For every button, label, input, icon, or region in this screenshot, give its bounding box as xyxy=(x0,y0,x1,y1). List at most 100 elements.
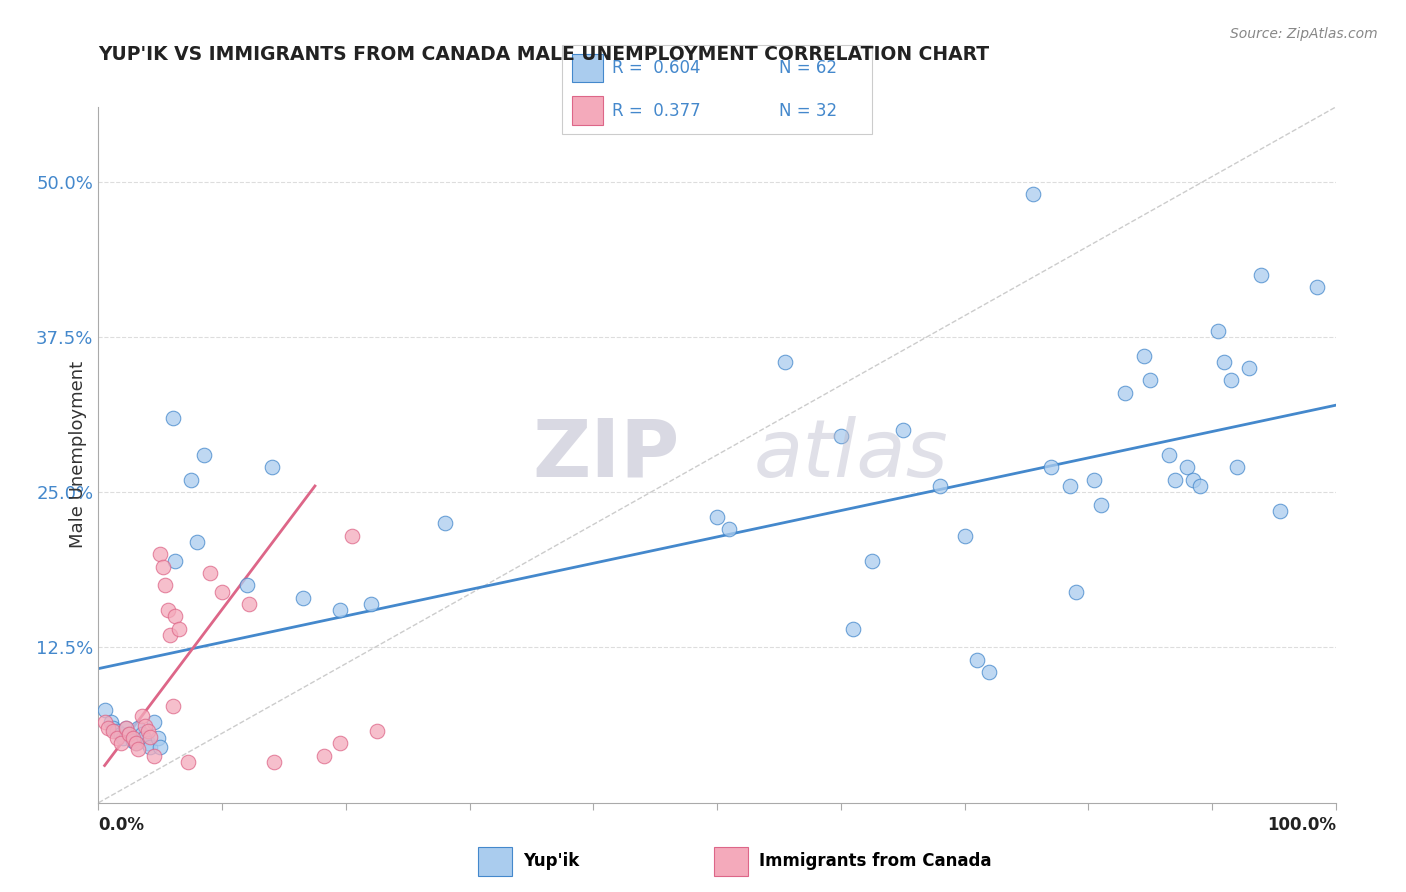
Point xyxy=(1059,479,1081,493)
Point xyxy=(165,553,187,567)
Text: Source: ZipAtlas.com: Source: ZipAtlas.com xyxy=(1230,27,1378,41)
Point xyxy=(1268,504,1291,518)
Point xyxy=(118,727,141,741)
Text: 0.0%: 0.0% xyxy=(98,816,145,834)
Point xyxy=(1226,460,1249,475)
Point xyxy=(114,721,136,735)
Point xyxy=(149,547,172,561)
Point xyxy=(366,723,388,738)
Point xyxy=(180,473,202,487)
Point xyxy=(1188,479,1211,493)
Text: R =  0.604: R = 0.604 xyxy=(612,59,700,77)
Point xyxy=(842,622,865,636)
Point xyxy=(103,721,125,735)
Point xyxy=(131,727,153,741)
Bar xyxy=(572,54,603,82)
Bar xyxy=(714,847,748,876)
Point xyxy=(136,736,159,750)
Point xyxy=(110,736,132,750)
Point xyxy=(167,622,190,636)
Point xyxy=(1175,460,1198,475)
Point xyxy=(860,553,883,567)
Point xyxy=(134,719,156,733)
Point xyxy=(1213,355,1236,369)
Point xyxy=(1064,584,1087,599)
Point xyxy=(953,529,976,543)
Point xyxy=(211,584,233,599)
Point xyxy=(979,665,1001,680)
Point xyxy=(312,748,335,763)
Point xyxy=(165,609,187,624)
Point xyxy=(134,731,156,746)
Point xyxy=(891,423,914,437)
Point xyxy=(103,723,125,738)
Point xyxy=(1133,349,1156,363)
Point xyxy=(162,698,184,713)
Point xyxy=(1021,187,1043,202)
Point xyxy=(329,603,352,617)
Point xyxy=(122,733,145,747)
Point xyxy=(1306,280,1329,294)
Point xyxy=(122,731,145,746)
Point xyxy=(830,429,852,443)
Point xyxy=(159,628,181,642)
Point xyxy=(1090,498,1112,512)
Point xyxy=(139,739,162,754)
Bar xyxy=(572,96,603,125)
Point xyxy=(1114,385,1136,400)
Point xyxy=(186,535,208,549)
Point xyxy=(263,755,285,769)
Point xyxy=(291,591,314,605)
Point xyxy=(162,410,184,425)
Point xyxy=(1250,268,1272,282)
Y-axis label: Male Unemployment: Male Unemployment xyxy=(69,361,87,549)
Text: atlas: atlas xyxy=(754,416,949,494)
Text: N = 32: N = 32 xyxy=(779,102,837,120)
Point xyxy=(433,516,456,531)
Point xyxy=(238,597,260,611)
Point xyxy=(706,510,728,524)
Point xyxy=(193,448,215,462)
Point xyxy=(155,578,177,592)
Bar xyxy=(478,847,512,876)
Point xyxy=(928,479,950,493)
Point xyxy=(110,727,132,741)
Point xyxy=(718,523,741,537)
Point xyxy=(198,566,221,580)
Point xyxy=(1157,448,1180,462)
Point xyxy=(97,721,120,735)
Point xyxy=(93,703,115,717)
Point xyxy=(127,721,149,735)
Point xyxy=(1139,373,1161,387)
Text: Yup'ik: Yup'ik xyxy=(523,852,579,870)
Point xyxy=(143,748,166,763)
Point xyxy=(1219,373,1241,387)
Point xyxy=(260,460,283,475)
Text: R =  0.377: R = 0.377 xyxy=(612,102,700,120)
Point xyxy=(1237,361,1260,376)
Point xyxy=(93,714,115,729)
Point xyxy=(1206,324,1229,338)
Point xyxy=(139,730,162,744)
Point xyxy=(124,736,146,750)
Point xyxy=(149,739,172,754)
Point xyxy=(105,723,128,738)
Text: YUP'IK VS IMMIGRANTS FROM CANADA MALE UNEMPLOYMENT CORRELATION CHART: YUP'IK VS IMMIGRANTS FROM CANADA MALE UN… xyxy=(98,45,990,63)
Text: Immigrants from Canada: Immigrants from Canada xyxy=(759,852,991,870)
Text: ZIP: ZIP xyxy=(533,416,681,494)
Point xyxy=(360,597,382,611)
Point xyxy=(105,731,128,746)
Point xyxy=(100,714,122,729)
Point xyxy=(1040,460,1063,475)
Point xyxy=(156,603,179,617)
Point xyxy=(236,578,259,592)
Point xyxy=(152,559,174,574)
Text: 100.0%: 100.0% xyxy=(1267,816,1336,834)
Point xyxy=(966,653,988,667)
Point xyxy=(114,721,136,735)
Point xyxy=(146,731,169,746)
Point xyxy=(176,755,198,769)
Point xyxy=(136,723,159,738)
Text: N = 62: N = 62 xyxy=(779,59,837,77)
Point xyxy=(773,355,796,369)
